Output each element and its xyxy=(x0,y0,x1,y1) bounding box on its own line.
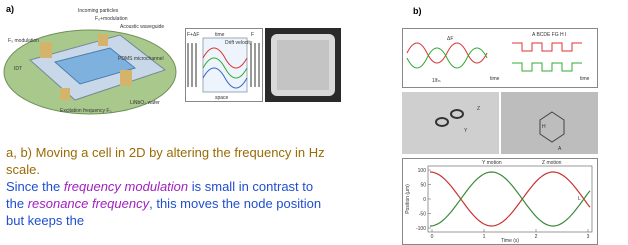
figure-label: F xyxy=(251,32,254,38)
text: Since the xyxy=(6,179,64,194)
annotation: L xyxy=(578,196,581,202)
page: a) b) Incoming particlesF₀+modulationAco… xyxy=(0,0,628,245)
figure-label: time xyxy=(580,76,590,82)
figure-label: Z xyxy=(477,106,480,112)
legend-label: Z motion xyxy=(542,160,562,166)
figure-label: space xyxy=(215,95,229,101)
figure-label: LiNbO₃ wafer xyxy=(130,100,160,106)
figure-label: H xyxy=(542,124,546,130)
x-tick-label: 3 xyxy=(587,234,590,240)
panel-label: b) xyxy=(413,6,422,16)
modulation-figure: ΔF 1/fₘ time A BCDE FG H I time xyxy=(402,28,598,88)
y-tick-label: -50 xyxy=(419,212,426,218)
figure-label: Excitation frequency F₀ xyxy=(60,108,112,114)
x-tick-label: 0 xyxy=(431,234,434,240)
y-tick-label: 100 xyxy=(418,168,427,174)
figure-label: time xyxy=(215,32,225,38)
legend-label: Y motion xyxy=(482,160,502,166)
caption: a, b) Moving a cell in 2D by altering th… xyxy=(6,144,326,229)
figure-label: F+ΔF xyxy=(187,32,199,38)
text: resonance frequency xyxy=(28,196,149,211)
figure-label: time xyxy=(490,76,500,82)
caption-text: a, b) Moving a cell in 2D by altering th… xyxy=(6,144,326,178)
y-tick-label: 50 xyxy=(420,183,426,189)
figure-label: ΔF xyxy=(447,36,453,42)
y-axis-title: Position (µm) xyxy=(405,184,411,214)
x-axis-title: Time (s) xyxy=(501,238,519,244)
figure-label: F₀+modulation xyxy=(95,16,128,22)
y-tick-label: -100 xyxy=(416,226,426,232)
figure-label: PDMS microchannel xyxy=(118,56,164,62)
figure-label: Drift velocity xyxy=(225,40,253,46)
y-tick-label: 0 xyxy=(423,197,426,203)
figure-label: Incoming particles xyxy=(78,8,119,14)
device-figure: Incoming particles F₀+modulation Acoustic … xyxy=(0,0,182,118)
figure-label: 1/fₘ xyxy=(432,78,441,84)
figure-label: IDT xyxy=(14,66,22,72)
microscope-image xyxy=(265,28,341,102)
text: frequency modulation xyxy=(64,179,188,194)
position-plot: 100 50 0 -50 -100 0 1 2 3 Y motion Z motion L Time (… xyxy=(402,158,598,245)
figure-label: Acoustic waveguide xyxy=(120,24,164,30)
x-tick-label: 2 xyxy=(535,234,538,240)
x-tick-label: 1 xyxy=(483,234,486,240)
figure-label: A BCDE FG H I xyxy=(532,32,566,38)
figure-label: F₀ modulation xyxy=(8,38,39,44)
caption-text: Since the frequency modulation is small … xyxy=(6,178,326,229)
